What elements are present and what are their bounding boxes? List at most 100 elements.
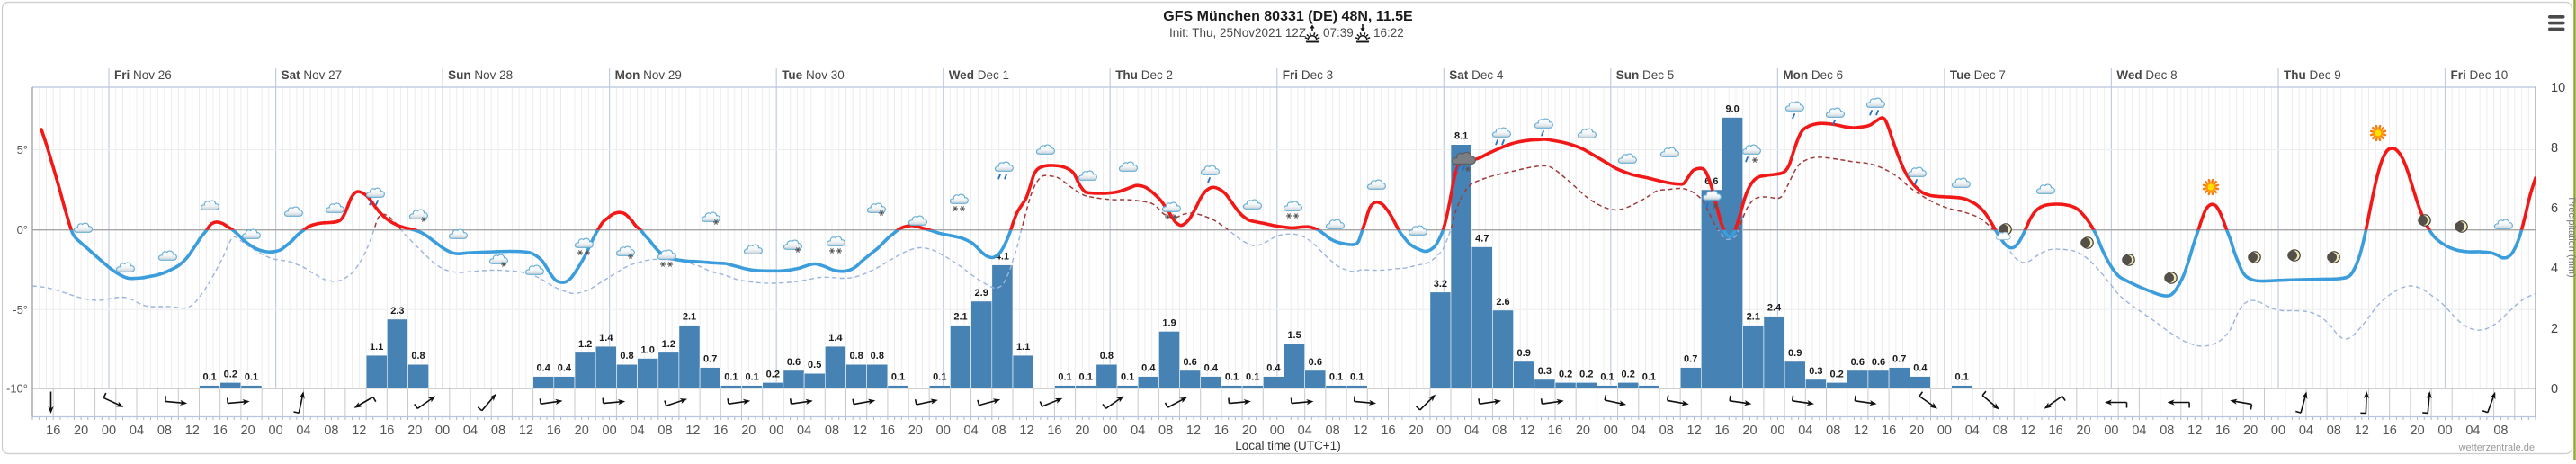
svg-text:2.3: 2.3: [390, 306, 404, 317]
svg-text:16: 16: [2215, 424, 2230, 438]
svg-text:0.1: 0.1: [1079, 372, 1093, 383]
svg-text:4.7: 4.7: [1475, 234, 1489, 245]
svg-text:20: 20: [908, 424, 923, 438]
svg-text:10: 10: [2551, 81, 2565, 95]
svg-text:04: 04: [1798, 424, 1812, 438]
svg-text:GFS München 80331 (DE) 48N, 11: GFS München 80331 (DE) 48N, 11.5E: [1163, 9, 1413, 24]
svg-text:04: 04: [797, 424, 811, 438]
svg-text:00: 00: [1604, 424, 1618, 438]
svg-text:2.1: 2.1: [683, 312, 696, 323]
svg-text:08: 08: [1326, 424, 1340, 438]
svg-text:0.2: 0.2: [1579, 369, 1593, 379]
svg-text:04: 04: [1131, 424, 1145, 438]
svg-text:0.1: 0.1: [1600, 372, 1614, 383]
svg-text:8.1: 8.1: [1454, 131, 1468, 142]
svg-text:12: 12: [519, 424, 533, 438]
svg-text:20: 20: [1910, 424, 1924, 438]
svg-text:16: 16: [547, 424, 561, 438]
svg-text:16: 16: [881, 424, 895, 438]
svg-text:08: 08: [992, 424, 1006, 438]
svg-text:16: 16: [213, 424, 228, 438]
svg-text:20: 20: [1409, 424, 1423, 438]
svg-text:0.6: 0.6: [1851, 357, 1865, 368]
svg-text:12: 12: [1353, 424, 1367, 438]
svg-text:0.8: 0.8: [620, 351, 633, 361]
svg-text:12: 12: [853, 424, 867, 438]
svg-text:1.2: 1.2: [662, 339, 675, 350]
svg-text:08: 08: [2160, 424, 2174, 438]
svg-text:0.5: 0.5: [808, 360, 821, 370]
svg-text:00: 00: [269, 424, 283, 438]
svg-text:04: 04: [1965, 424, 1980, 438]
svg-text:0.6: 0.6: [1309, 357, 1322, 368]
svg-text:0.1: 0.1: [1225, 372, 1239, 383]
svg-text:0.1: 0.1: [1121, 372, 1134, 383]
svg-text:1.0: 1.0: [641, 345, 655, 356]
svg-text:Init: Thu, 25Nov2021 12Z: Init: Thu, 25Nov2021 12Z: [1169, 26, 1306, 40]
svg-text:20: 20: [741, 424, 756, 438]
svg-text:Tue Nov 30: Tue Nov 30: [782, 68, 845, 82]
svg-text:0.6: 0.6: [1183, 357, 1196, 368]
svg-text:16: 16: [1047, 424, 1061, 438]
svg-text:Wed Dec 1: Wed Dec 1: [949, 68, 1009, 82]
svg-text:08: 08: [157, 424, 172, 438]
svg-text:08: 08: [1492, 424, 1507, 438]
svg-text:0.8: 0.8: [849, 351, 863, 361]
svg-text:0.1: 0.1: [245, 372, 258, 383]
svg-text:0.1: 0.1: [724, 372, 738, 383]
svg-text:Thu Dec 2: Thu Dec 2: [1115, 68, 1173, 82]
svg-text:04: 04: [130, 424, 144, 438]
svg-text:0.4: 0.4: [1141, 363, 1156, 374]
svg-text:00: 00: [1770, 424, 1784, 438]
svg-text:0.2: 0.2: [1622, 369, 1635, 379]
svg-text:1.4: 1.4: [828, 333, 843, 344]
svg-text:0.3: 0.3: [1809, 366, 1822, 377]
svg-text:04: 04: [1632, 424, 1646, 438]
svg-text:0: 0: [2551, 382, 2558, 397]
svg-text:20: 20: [241, 424, 255, 438]
svg-text:0.4: 0.4: [1204, 363, 1219, 374]
svg-text:0.1: 0.1: [1058, 372, 1071, 383]
svg-text:12: 12: [2355, 424, 2369, 438]
svg-text:00: 00: [1937, 424, 1952, 438]
svg-text:0.7: 0.7: [1684, 354, 1697, 365]
svg-text:16: 16: [1214, 424, 1229, 438]
svg-text:12: 12: [1520, 424, 1534, 438]
svg-text:04: 04: [1298, 424, 1312, 438]
svg-text:00: 00: [2271, 424, 2285, 438]
svg-text:08: 08: [1826, 424, 1840, 438]
svg-text:00: 00: [435, 424, 450, 438]
svg-text:1.4: 1.4: [599, 333, 613, 344]
svg-text:0.7: 0.7: [1892, 354, 1906, 365]
svg-text:00: 00: [769, 424, 783, 438]
svg-text:0.8: 0.8: [871, 351, 884, 361]
svg-text:16: 16: [46, 424, 60, 438]
svg-text:-5°: -5°: [13, 303, 28, 317]
svg-text:0.9: 0.9: [1788, 348, 1802, 359]
svg-text:20: 20: [2076, 424, 2090, 438]
svg-text:20: 20: [1742, 424, 1757, 438]
svg-text:2.9: 2.9: [975, 288, 988, 299]
svg-text:00: 00: [1436, 424, 1451, 438]
svg-text:0.1: 0.1: [891, 372, 905, 383]
svg-text:Local time (UTC+1): Local time (UTC+1): [1235, 439, 1340, 452]
svg-text:Tue Dec 7: Tue Dec 7: [1950, 68, 2006, 82]
svg-text:0.1: 0.1: [202, 372, 216, 383]
svg-text:16: 16: [1882, 424, 1896, 438]
svg-text:00: 00: [936, 424, 951, 438]
svg-text:2.4: 2.4: [1767, 303, 1782, 314]
svg-text:8: 8: [2551, 141, 2558, 156]
svg-text:04: 04: [296, 424, 310, 438]
svg-text:0.1: 0.1: [1350, 372, 1364, 383]
svg-text:0.4: 0.4: [558, 363, 572, 374]
svg-text:1.9: 1.9: [1162, 317, 1176, 328]
svg-text:0.2: 0.2: [1559, 369, 1572, 379]
svg-text:00: 00: [102, 424, 116, 438]
svg-text:0.9: 0.9: [1517, 348, 1531, 359]
svg-text:0.4: 0.4: [537, 363, 551, 374]
svg-text:0°: 0°: [17, 223, 28, 236]
svg-text:08: 08: [2493, 424, 2508, 438]
svg-text:0.2: 0.2: [1829, 369, 1843, 379]
svg-text:00: 00: [2437, 424, 2452, 438]
svg-text:04: 04: [631, 424, 645, 438]
